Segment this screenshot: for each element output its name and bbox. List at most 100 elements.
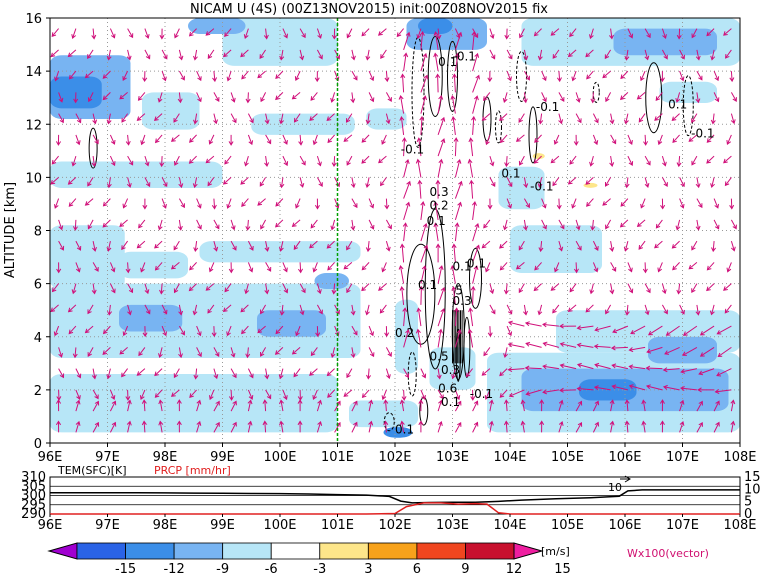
wind-vector-arrow-icon [75,134,81,146]
wind-vector-arrow-icon [523,70,530,81]
wind-vector-arrow-icon [399,399,405,412]
wind-vector-arrow-icon [257,325,266,334]
wind-vector-arrow-icon [71,283,77,295]
x-tick-label-3: 99E [210,450,235,465]
wind-vector-arrow-icon [696,400,703,412]
wind-vector-arrow-icon [158,399,164,412]
wind-vector-arrow-icon [192,304,198,316]
wind-vector-arrow-icon [84,70,94,79]
wind-vector-arrow-icon [589,283,595,295]
shading-cell-3 [222,18,338,66]
wind-vector-arrow-icon [102,92,111,101]
contour-2 [447,40,458,112]
wind-vector-arrow-icon [679,304,685,315]
wind-vector-arrow-icon [472,400,479,412]
wind-vector-arrow-icon [224,28,232,38]
wind-vector-arrow-icon [92,113,98,125]
wind-vector-arrow-icon [92,240,97,252]
wind-vector-arrow-icon [189,262,197,271]
wind-vector-arrow-icon [230,219,236,231]
wind-vector-arrow-icon [594,325,611,332]
surface-x-tick-label-8: 104E [493,518,526,533]
contour-label-22: 0.1 [467,257,486,271]
wind-vector-arrow-icon [226,325,232,337]
wind-vector-arrow-icon [706,283,715,292]
wind-vector-arrow-icon [279,399,284,412]
wind-vector-arrow-icon [142,198,148,210]
wind-vector-arrow-icon [196,325,202,337]
wind-vector-arrow-icon [136,240,146,249]
wind-vector-arrow-icon [247,113,254,124]
wind-vector-arrow-icon [50,49,59,58]
contour-label-3: 0.1 [501,166,520,180]
wind-vector-arrow-icon [222,304,232,313]
wind-vector-arrow-icon [178,325,185,336]
wind-vector-arrow-icon [109,262,116,273]
wind-vector-arrow-icon [533,28,542,37]
wind-vector-arrow-icon [161,325,167,337]
wind-vector-arrow-icon [680,386,697,391]
contour-10 [592,81,600,103]
wind-vector-arrow-icon [326,113,335,122]
colorbar-max-arrow [513,542,544,560]
wind-vector-arrow-icon [193,49,198,61]
wind-vector-arrow-icon [241,198,249,207]
wind-vector-arrow-icon [351,421,358,433]
wind-vector-arrow-icon [675,92,681,103]
wind-vector-arrow-icon [228,134,234,146]
wind-vector-arrow-icon [87,49,94,60]
contour-8 [645,62,663,134]
wind-vector-arrow-icon [350,92,356,104]
wind-vector-arrow-icon [240,49,249,58]
wind-vector-arrow-icon [67,49,77,58]
wind-vector-arrow-icon [247,399,253,412]
wind-vector-arrow-icon [211,326,217,338]
wind-vector-arrow-icon [127,304,132,316]
x-tick-label-8: 104E [493,450,526,465]
y-tick-label-6: 12 [25,118,42,133]
wind-vector-arrow-icon [310,219,318,229]
contour-label-11: 0.3 [453,294,472,308]
wind-vector-arrow-icon [396,28,404,38]
wind-vector-arrow-icon [499,113,508,122]
wind-vector-arrow-icon [230,240,237,251]
wind-vector-arrow-icon [92,134,99,145]
vector-label: Wx100(vector) [627,547,709,560]
wind-vector-arrow-icon [127,283,134,294]
wind-vector-arrow-icon [488,420,494,433]
wind-vector-arrow-icon [260,304,267,315]
wind-vector-arrow-icon [644,177,650,188]
wind-vector-arrow-icon [106,177,112,189]
wind-vector-arrow-icon [399,286,405,305]
wind-vector-arrow-icon [140,262,146,273]
wind-vector-arrow-icon [107,304,112,316]
wind-vector-arrow-icon [624,49,630,61]
wind-vector-arrow-icon [575,219,581,231]
wind-vector-arrow-icon [518,155,525,166]
wind-vector-arrow-icon [154,240,163,249]
wind-vector-arrow-icon [713,92,720,103]
wind-vector-arrow-icon [542,341,560,348]
wind-vector-arrow-icon [487,71,493,83]
wind-vector-arrow-icon [627,28,634,39]
wind-vector-arrow-icon [559,323,577,329]
wind-vector-arrow-icon [437,328,443,348]
wind-vector-arrow-icon [264,283,270,295]
wind-vector-arrow-icon [91,28,97,40]
wind-vector-arrow-icon [675,219,681,231]
colorbar-ticks: -15 -12 -9 -6 -3 3 6 9 12 15 [115,562,571,575]
wind-vector-arrow-icon [714,389,732,394]
wind-vector-arrow-icon [170,134,180,142]
wind-vector-arrow-icon [127,28,134,39]
wind-vector-arrow-icon [729,71,735,83]
wind-vector-arrow-icon [696,70,703,81]
wind-vector-arrow-icon [87,177,94,187]
wind-vector-arrow-icon [489,177,496,187]
wind-vector-arrow-icon [451,116,456,135]
wind-vector-arrow-icon [398,264,405,284]
wind-vector-arrow-icon [213,400,220,412]
wind-vector-arrow-icon [109,283,116,294]
wind-vector-arrow-icon [433,222,439,242]
wind-vector-arrow-icon [275,70,284,79]
